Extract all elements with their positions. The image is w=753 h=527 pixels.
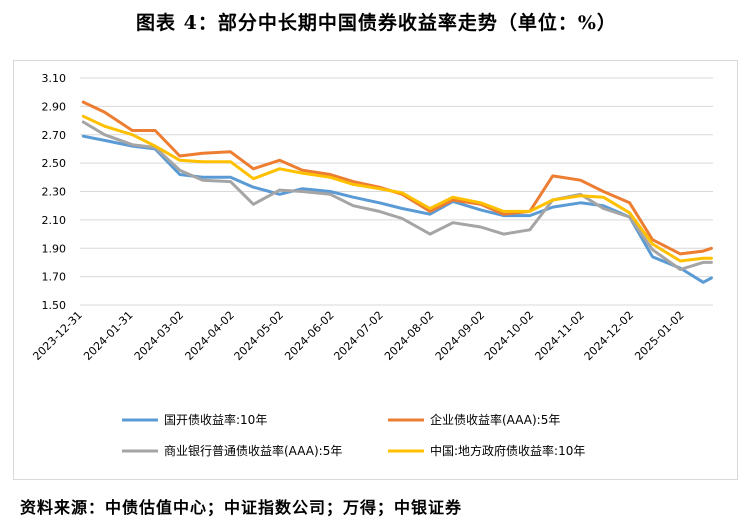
series-lines: [81, 100, 713, 284]
x-tick-label: 2024-01-31: [81, 309, 135, 363]
legend-label: 企业债收益率(AAA):5年: [430, 412, 560, 427]
series-line: [81, 100, 713, 256]
x-tick-label: 2024-04-02: [183, 309, 237, 363]
series-line: [81, 114, 713, 263]
x-tick-label: 2024-09-02: [433, 309, 487, 363]
y-tick-label: 3.10: [42, 72, 67, 85]
y-tick-label: 2.90: [42, 100, 67, 113]
x-tick-label: 2025-01-02: [632, 309, 686, 363]
legend: 国开债收益率:10年 企业债收益率(AAA):5年商业银行普通债收益率(AAA):…: [122, 412, 585, 458]
y-tick-label: 2.70: [42, 129, 67, 142]
y-tick-label: 1.90: [42, 242, 67, 255]
y-tick-label: 1.50: [42, 299, 67, 312]
y-tick-label: 2.10: [42, 214, 67, 227]
x-tick-label: 2024-03-02: [132, 309, 186, 363]
source-note: 资料来源：中债估值中心；中证指数公司；万得；中银证券: [20, 498, 463, 517]
y-tick-label: 2.50: [42, 157, 67, 170]
page-title: 图表 4：部分中长期中国债券收益率走势（单位：%）: [136, 12, 617, 34]
chart-frame: [13, 60, 738, 480]
y-axis-ticks: 3.10 2.90 2.70 2.50 2.30 2.10 1.90 1.70 1.50: [42, 72, 67, 312]
x-tick-label: 2024-11-02: [533, 309, 587, 363]
x-tick-label: 2024-06-02: [282, 309, 336, 363]
x-tick-label: 2024-10-02: [482, 309, 536, 363]
series-line: [81, 120, 713, 271]
x-tick-label: 2024-08-02: [382, 309, 436, 363]
y-tick-label: 2.30: [42, 186, 67, 199]
y-tick-label: 1.70: [42, 271, 67, 284]
x-axis-ticks: 2023-12-312024-01-312024-03-022024-04-02…: [30, 309, 686, 363]
x-tick-label: 2024-07-02: [331, 309, 385, 363]
gridlines: [80, 77, 713, 306]
x-tick-label: 2024-12-02: [582, 309, 636, 363]
x-tick-label: 2024-05-02: [232, 309, 286, 363]
legend-label: 中国:地方政府债收益率:10年: [430, 443, 585, 458]
legend-label: 国开债收益率:10年: [164, 412, 267, 427]
x-tick-label: 2023-12-31: [30, 309, 84, 363]
legend-label: 商业银行普通债收益率(AAA):5年: [164, 443, 342, 458]
